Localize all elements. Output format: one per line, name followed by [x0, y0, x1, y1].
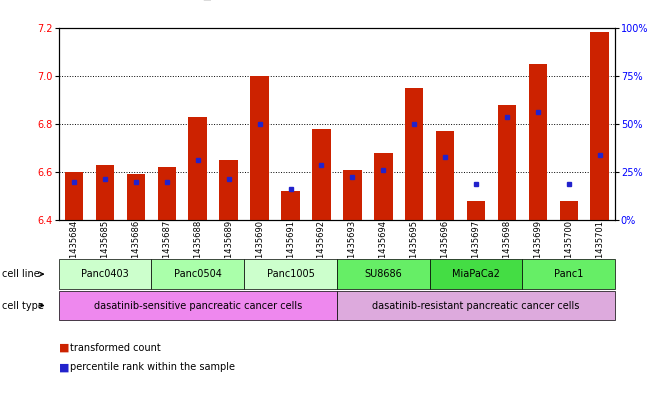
Bar — [65, 172, 83, 220]
Bar — [497, 105, 516, 220]
Text: cell type: cell type — [2, 301, 44, 310]
Text: dasatinib-resistant pancreatic cancer cells: dasatinib-resistant pancreatic cancer ce… — [372, 301, 580, 310]
Bar — [405, 88, 423, 220]
Bar — [343, 169, 361, 220]
Bar — [158, 167, 176, 220]
Text: SU8686: SU8686 — [365, 269, 402, 279]
Bar — [590, 32, 609, 220]
Bar — [250, 75, 269, 220]
Bar — [281, 191, 299, 220]
Text: Panc0403: Panc0403 — [81, 269, 129, 279]
Text: percentile rank within the sample: percentile rank within the sample — [70, 362, 234, 373]
Text: cell line: cell line — [2, 269, 40, 279]
Bar — [374, 153, 393, 220]
Text: Panc1005: Panc1005 — [266, 269, 314, 279]
Bar — [559, 201, 578, 220]
Text: MiaPaCa2: MiaPaCa2 — [452, 269, 500, 279]
Bar — [436, 131, 454, 220]
Bar — [467, 201, 485, 220]
Text: Panc1: Panc1 — [554, 269, 583, 279]
Bar — [126, 174, 145, 220]
Text: transformed count: transformed count — [70, 343, 160, 353]
Bar — [189, 117, 207, 220]
Text: Panc0504: Panc0504 — [174, 269, 222, 279]
Text: ■: ■ — [59, 362, 69, 373]
Text: dasatinib-sensitive pancreatic cancer cells: dasatinib-sensitive pancreatic cancer ce… — [94, 301, 302, 310]
Bar — [529, 64, 547, 220]
Bar — [219, 160, 238, 220]
Bar — [312, 129, 331, 220]
Text: ■: ■ — [59, 343, 69, 353]
Bar — [96, 165, 115, 220]
